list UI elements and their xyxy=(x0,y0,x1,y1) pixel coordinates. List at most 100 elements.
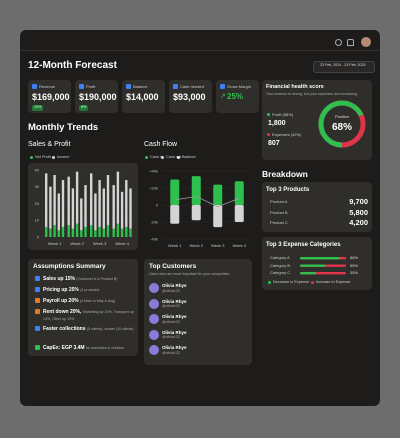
assumption-detail: Marketing up 10%, Transport up 14%, Othe… xyxy=(43,310,134,321)
y-tick-label: -40k xyxy=(150,236,158,241)
gauge-status: Positive xyxy=(335,114,350,119)
bar-segment xyxy=(61,226,65,237)
bar-segment xyxy=(45,173,48,227)
card-subtitle: Your revenue is strong, but your expense… xyxy=(266,92,357,96)
user-avatar[interactable] xyxy=(361,37,371,47)
customer-name[interactable]: Olivia Rhye xyxy=(162,298,187,304)
product-name: Product A xyxy=(270,199,288,204)
x-tick-label: Week 4 xyxy=(115,241,129,246)
assumption-icon xyxy=(35,275,40,281)
y-tick-label: 40 xyxy=(35,167,40,172)
kpi-value: $190,000 xyxy=(79,92,117,102)
legend-swatch xyxy=(177,156,180,159)
assumption-item: Pricing up 25% (4 products) xyxy=(43,287,135,294)
y-tick-label: +40k xyxy=(149,168,158,173)
assumption-main: Rent down 20%, xyxy=(43,309,82,315)
date-range-chip[interactable] xyxy=(313,61,375,73)
assumption-main: Payroll up 20% xyxy=(43,298,79,304)
card-subtitle: Users who are most important for your co… xyxy=(149,272,230,276)
bar-segment xyxy=(90,225,93,237)
customer-avatar xyxy=(149,329,159,340)
customer-name[interactable]: Olivia Rhye xyxy=(162,345,187,350)
assumption-main: Sales up 15% xyxy=(43,276,75,282)
product-value: 5,800 xyxy=(349,207,368,217)
assumption-detail: (4 products) xyxy=(80,288,100,292)
expenses-value: 807 xyxy=(268,140,280,147)
search-icon[interactable] xyxy=(335,39,342,46)
bar-segment xyxy=(67,225,70,237)
legend-swatch xyxy=(267,133,270,136)
assumption-main: Faster collections xyxy=(43,326,86,332)
bar-segment xyxy=(80,230,83,237)
kpi-badge: 10% xyxy=(32,105,44,111)
assumption-item: Faster collections (5 clients), slower (… xyxy=(43,326,135,333)
bar xyxy=(191,205,201,221)
y-tick-label: 10 xyxy=(35,218,40,223)
y-tick-label: +20k xyxy=(149,185,158,190)
bar-segment xyxy=(102,188,105,229)
legend-label: Cash in xyxy=(150,155,163,159)
bar-segment xyxy=(84,185,87,227)
kpi-icon xyxy=(32,84,37,89)
bar-segment xyxy=(120,228,124,237)
assumption-detail: for machines & vehicles xyxy=(85,346,124,350)
customer-name[interactable]: Olivia Rhye xyxy=(162,329,187,335)
assumption-item: Rent down 20%, Marketing up 10%, Transpo… xyxy=(43,309,135,323)
assumption-icon xyxy=(35,297,40,303)
bar-segment xyxy=(61,180,65,227)
legend-label: Income xyxy=(57,155,70,159)
kpi-icon xyxy=(79,84,84,89)
card-title: Financial health score xyxy=(266,84,324,90)
bar xyxy=(170,179,180,205)
health-gauge: Positive 68% xyxy=(318,100,366,148)
bar-segment xyxy=(129,188,132,229)
bar-segment xyxy=(71,228,75,237)
bar-segment xyxy=(71,188,75,229)
bar-segment xyxy=(129,228,132,237)
y-tick-label: 0 xyxy=(37,234,40,239)
bar-segment xyxy=(53,175,56,226)
y-tick-label: 20 xyxy=(35,201,40,206)
bar-segment xyxy=(120,191,124,229)
bell-icon[interactable] xyxy=(347,39,354,46)
category-name: Category B xyxy=(270,262,291,268)
bar-segment xyxy=(94,193,97,231)
category-percent: 55% xyxy=(350,262,359,268)
bar-segment xyxy=(102,228,105,237)
x-tick-label: Week 1 xyxy=(48,241,62,246)
customer-name[interactable]: Olivia Rhye xyxy=(162,283,187,288)
bar-segment xyxy=(80,198,83,231)
customer-name[interactable]: Olivia Rhye xyxy=(162,314,187,319)
chart-title: Sales & Profit xyxy=(28,141,71,148)
bar-segment xyxy=(98,180,101,227)
legend-swatch xyxy=(161,156,164,159)
category-percent: 35% xyxy=(350,270,359,275)
category-name: Category A xyxy=(270,255,290,260)
customer-handle: @olivia123 xyxy=(162,304,180,308)
expenses-card xyxy=(262,237,372,290)
assumption-main: Pricing up 25% xyxy=(43,287,79,293)
y-tick-label: 30 xyxy=(35,184,40,189)
kpi-icon xyxy=(220,84,225,89)
customer-handle: @olivia123 xyxy=(162,335,180,339)
bar xyxy=(234,205,244,222)
page-title: 12-Month Forecast xyxy=(28,60,117,71)
product-name: Product B xyxy=(270,209,288,215)
card-title: Top 3 Expense Categories xyxy=(266,242,341,248)
legend-label: Cash out xyxy=(166,155,182,159)
bar xyxy=(213,205,223,228)
card-title: Top 3 Products xyxy=(266,187,310,193)
kpi-value: $93,000 xyxy=(173,92,206,102)
bar-segment xyxy=(116,171,120,224)
card-title: Assumptions Summary xyxy=(33,263,106,270)
kpi-label: Cash needed xyxy=(180,84,204,89)
bar xyxy=(191,176,201,205)
x-tick-label: Week 3 xyxy=(211,243,225,248)
bar-segment xyxy=(112,185,115,229)
bar xyxy=(300,264,326,267)
bar-segment xyxy=(106,225,110,237)
bar-segment xyxy=(75,223,79,237)
customer-handle: @olivia123 xyxy=(162,319,180,324)
bar-segment xyxy=(49,186,52,229)
